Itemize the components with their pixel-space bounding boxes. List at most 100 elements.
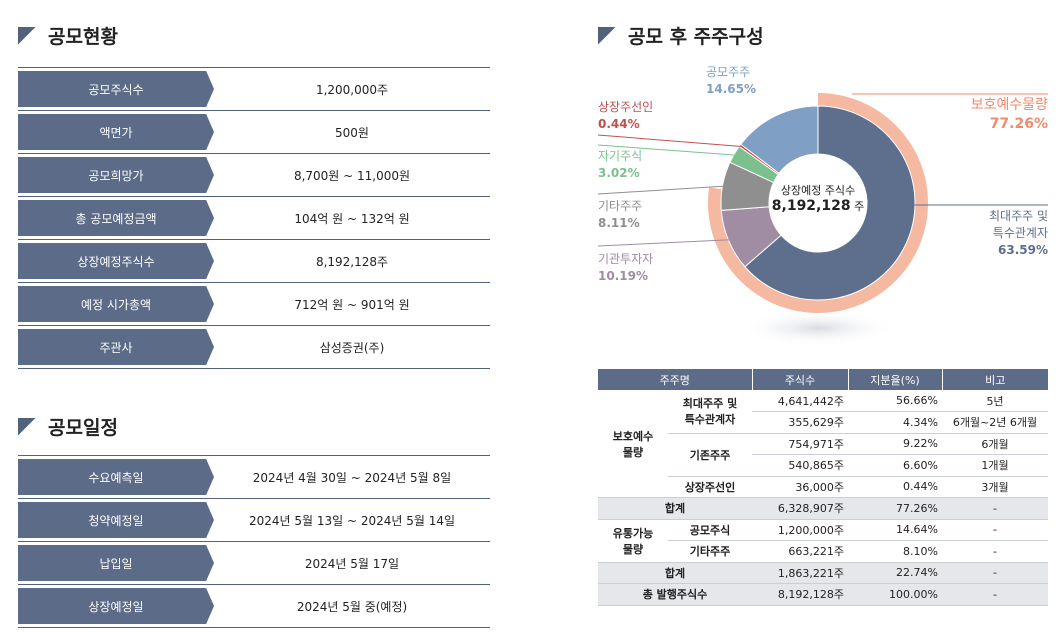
shareholder-donut-chart: 상장예정 주식수 8,192,128 주 공모주주 14.65% 상장주선인 0… (590, 60, 1060, 360)
composition-title-wrap: 공모 후 주주구성 (598, 22, 764, 49)
leader-underwriter (597, 134, 742, 148)
cell-pct: 100.00% (848, 583, 942, 606)
cell-pct: 77.26% (848, 497, 942, 520)
group-line: 물량 (622, 542, 644, 556)
center-line1: 상장예정 주식수 (780, 184, 856, 197)
row-label: 납입일 (18, 545, 214, 581)
label-public: 공모주주 14.65% (706, 64, 756, 98)
cell-note: - (942, 540, 1048, 563)
cell-note: 3개월 (942, 476, 1048, 498)
label-major: 최대주주 및 특수관계자 63.59% (960, 208, 1048, 259)
existing-holder-cell: 기존주주 (668, 433, 752, 477)
schedule-row: 상장예정일 2024년 5월 중(예정) (18, 585, 490, 628)
row-value: 712억 원 ~ 901억 원 (294, 297, 410, 312)
schedule-row: 납입일 2024년 5월 17일 (18, 542, 490, 585)
row-label: 청약예정일 (18, 502, 214, 538)
row-value: 2024년 4월 30일 ~ 2024년 5월 8일 (252, 470, 452, 485)
overview-row: 주관사 삼성증권(주) (18, 326, 490, 369)
schedule-row: 수요예측일 2024년 4월 30일 ~ 2024년 5월 8일 (18, 456, 490, 499)
overview-row: 총 공모예정금액 104억 원 ~ 132억 원 (18, 197, 490, 240)
cell-pct: 9.22% (848, 433, 942, 455)
overview-title: 공모현황 (48, 26, 118, 48)
overview-row: 공모주식수 1,200,000주 (18, 68, 490, 111)
overview-row: 액면가 500원 (18, 111, 490, 154)
row-value: 104억 원 ~ 132억 원 (294, 211, 410, 226)
cell-note: - (942, 562, 1048, 584)
label-lockup: 보호예수물량 77.26% (960, 96, 1048, 134)
cell-note: 5년 (942, 390, 1048, 412)
row-label: 총 공모예정금액 (18, 200, 214, 236)
chart-shadow (738, 310, 898, 346)
section-marker-icon (18, 417, 36, 436)
row-label: 예정 시가총액 (18, 286, 214, 322)
row-value: 삼성증권(주) (319, 340, 385, 355)
table-row: 유통가능 물량 공모주식 1,200,000주 14.64% - (598, 519, 1048, 563)
label-treasury-value: 3.02% (598, 166, 640, 180)
cell-shares: 4,641,442주 (752, 390, 848, 412)
table-row: 기존주주 754,971주 9.22% 6개월 (598, 433, 1048, 477)
table-total-row: 총 발행주식수 8,192,128주 100.00% - (598, 583, 1048, 606)
label-public-value: 14.65% (706, 82, 756, 96)
row-value: 1,200,000주 (315, 82, 389, 97)
sub-line: 최대주주 및 (682, 397, 738, 411)
label-underwriter-value: 0.44% (598, 117, 640, 131)
cell-pct: 8.10% (848, 540, 942, 563)
cell-note: 6개월~2년 6개월 (942, 411, 1048, 434)
underwriter-cell: 상장주선인 (668, 476, 752, 498)
label-major-name1: 최대주주 및 (988, 209, 1048, 223)
donut-svg (597, 93, 1048, 346)
label-treasury: 자기주식 3.02% (598, 148, 642, 182)
cell-shares: 8,192,128주 (752, 583, 848, 606)
table-row: 상장주선인 36,000주 0.44% 3개월 (598, 476, 1048, 498)
label-treasury-name: 자기주식 (598, 149, 643, 163)
table-header-row: 주주명 주식수 지분율(%) 비고 (598, 369, 1048, 390)
cell-note: - (942, 519, 1048, 541)
total-label: 총 발행주식수 (598, 583, 752, 606)
header-note: 비고 (942, 369, 1048, 390)
overview-row: 상장예정주식수 8,192,128주 (18, 240, 490, 283)
composition-title: 공모 후 주주구성 (628, 26, 764, 48)
row-label: 공모희망가 (18, 157, 214, 193)
header-name: 주주명 (598, 369, 753, 390)
center-unit: 주 (854, 200, 865, 213)
label-other-value: 8.11% (598, 216, 640, 230)
label-public-name: 공모주주 (706, 65, 751, 79)
label-other: 기타주주 8.11% (598, 198, 642, 232)
row-name: 기타주주 (668, 540, 752, 563)
overview-table: 공모주식수 1,200,000주 액면가 500원 공모희망가 8,700원 ~ 11… (18, 67, 490, 369)
label-underwriter: 상장주선인 0.44% (598, 99, 653, 133)
cell-shares: 754,971주 (752, 433, 848, 455)
table-row: 540,865주 6.60% 1개월 (598, 454, 1048, 477)
overview-title-wrap: 공모현황 (18, 22, 118, 49)
cell-pct: 22.74% (848, 562, 942, 584)
center-label: 상장예정 주식수 8,192,128 주 (768, 182, 868, 214)
group-tradable: 유통가능 물량 (598, 519, 668, 563)
row-label: 주관사 (18, 329, 214, 365)
leader-treasury (597, 144, 736, 156)
group-line: 물량 (622, 445, 644, 459)
leader-institution (597, 239, 731, 247)
label-other-name: 기타주주 (598, 199, 643, 213)
row-value: 2024년 5월 중(예정) (296, 599, 408, 614)
row-label: 수요예측일 (18, 459, 214, 495)
table-sum-row: 합계 1,863,221주 22.74% - (598, 562, 1048, 584)
label-underwriter-name: 상장주선인 (598, 100, 654, 114)
donut-hole (769, 154, 867, 252)
overview-row: 공모희망가 8,700원 ~ 11,000원 (18, 154, 490, 197)
cell-note: - (942, 583, 1048, 606)
row-value: 500원 (335, 125, 369, 140)
row-value: 8,192,128주 (315, 254, 389, 269)
sub-line: 특수관계자 (684, 413, 736, 427)
sum-label: 합계 (598, 497, 752, 520)
cell-note: 1개월 (942, 454, 1048, 477)
section-marker-icon (18, 26, 36, 45)
cell-note: - (942, 497, 1048, 520)
row-label: 공모주식수 (18, 71, 214, 107)
leader-other (597, 185, 725, 195)
label-major-value: 63.59% (998, 243, 1048, 257)
label-institution: 기관투자자 10.19% (598, 251, 653, 285)
cell-shares: 663,221주 (752, 540, 848, 563)
cell-pct: 4.34% (848, 411, 942, 434)
row-value: 2024년 5월 17일 (304, 556, 400, 571)
